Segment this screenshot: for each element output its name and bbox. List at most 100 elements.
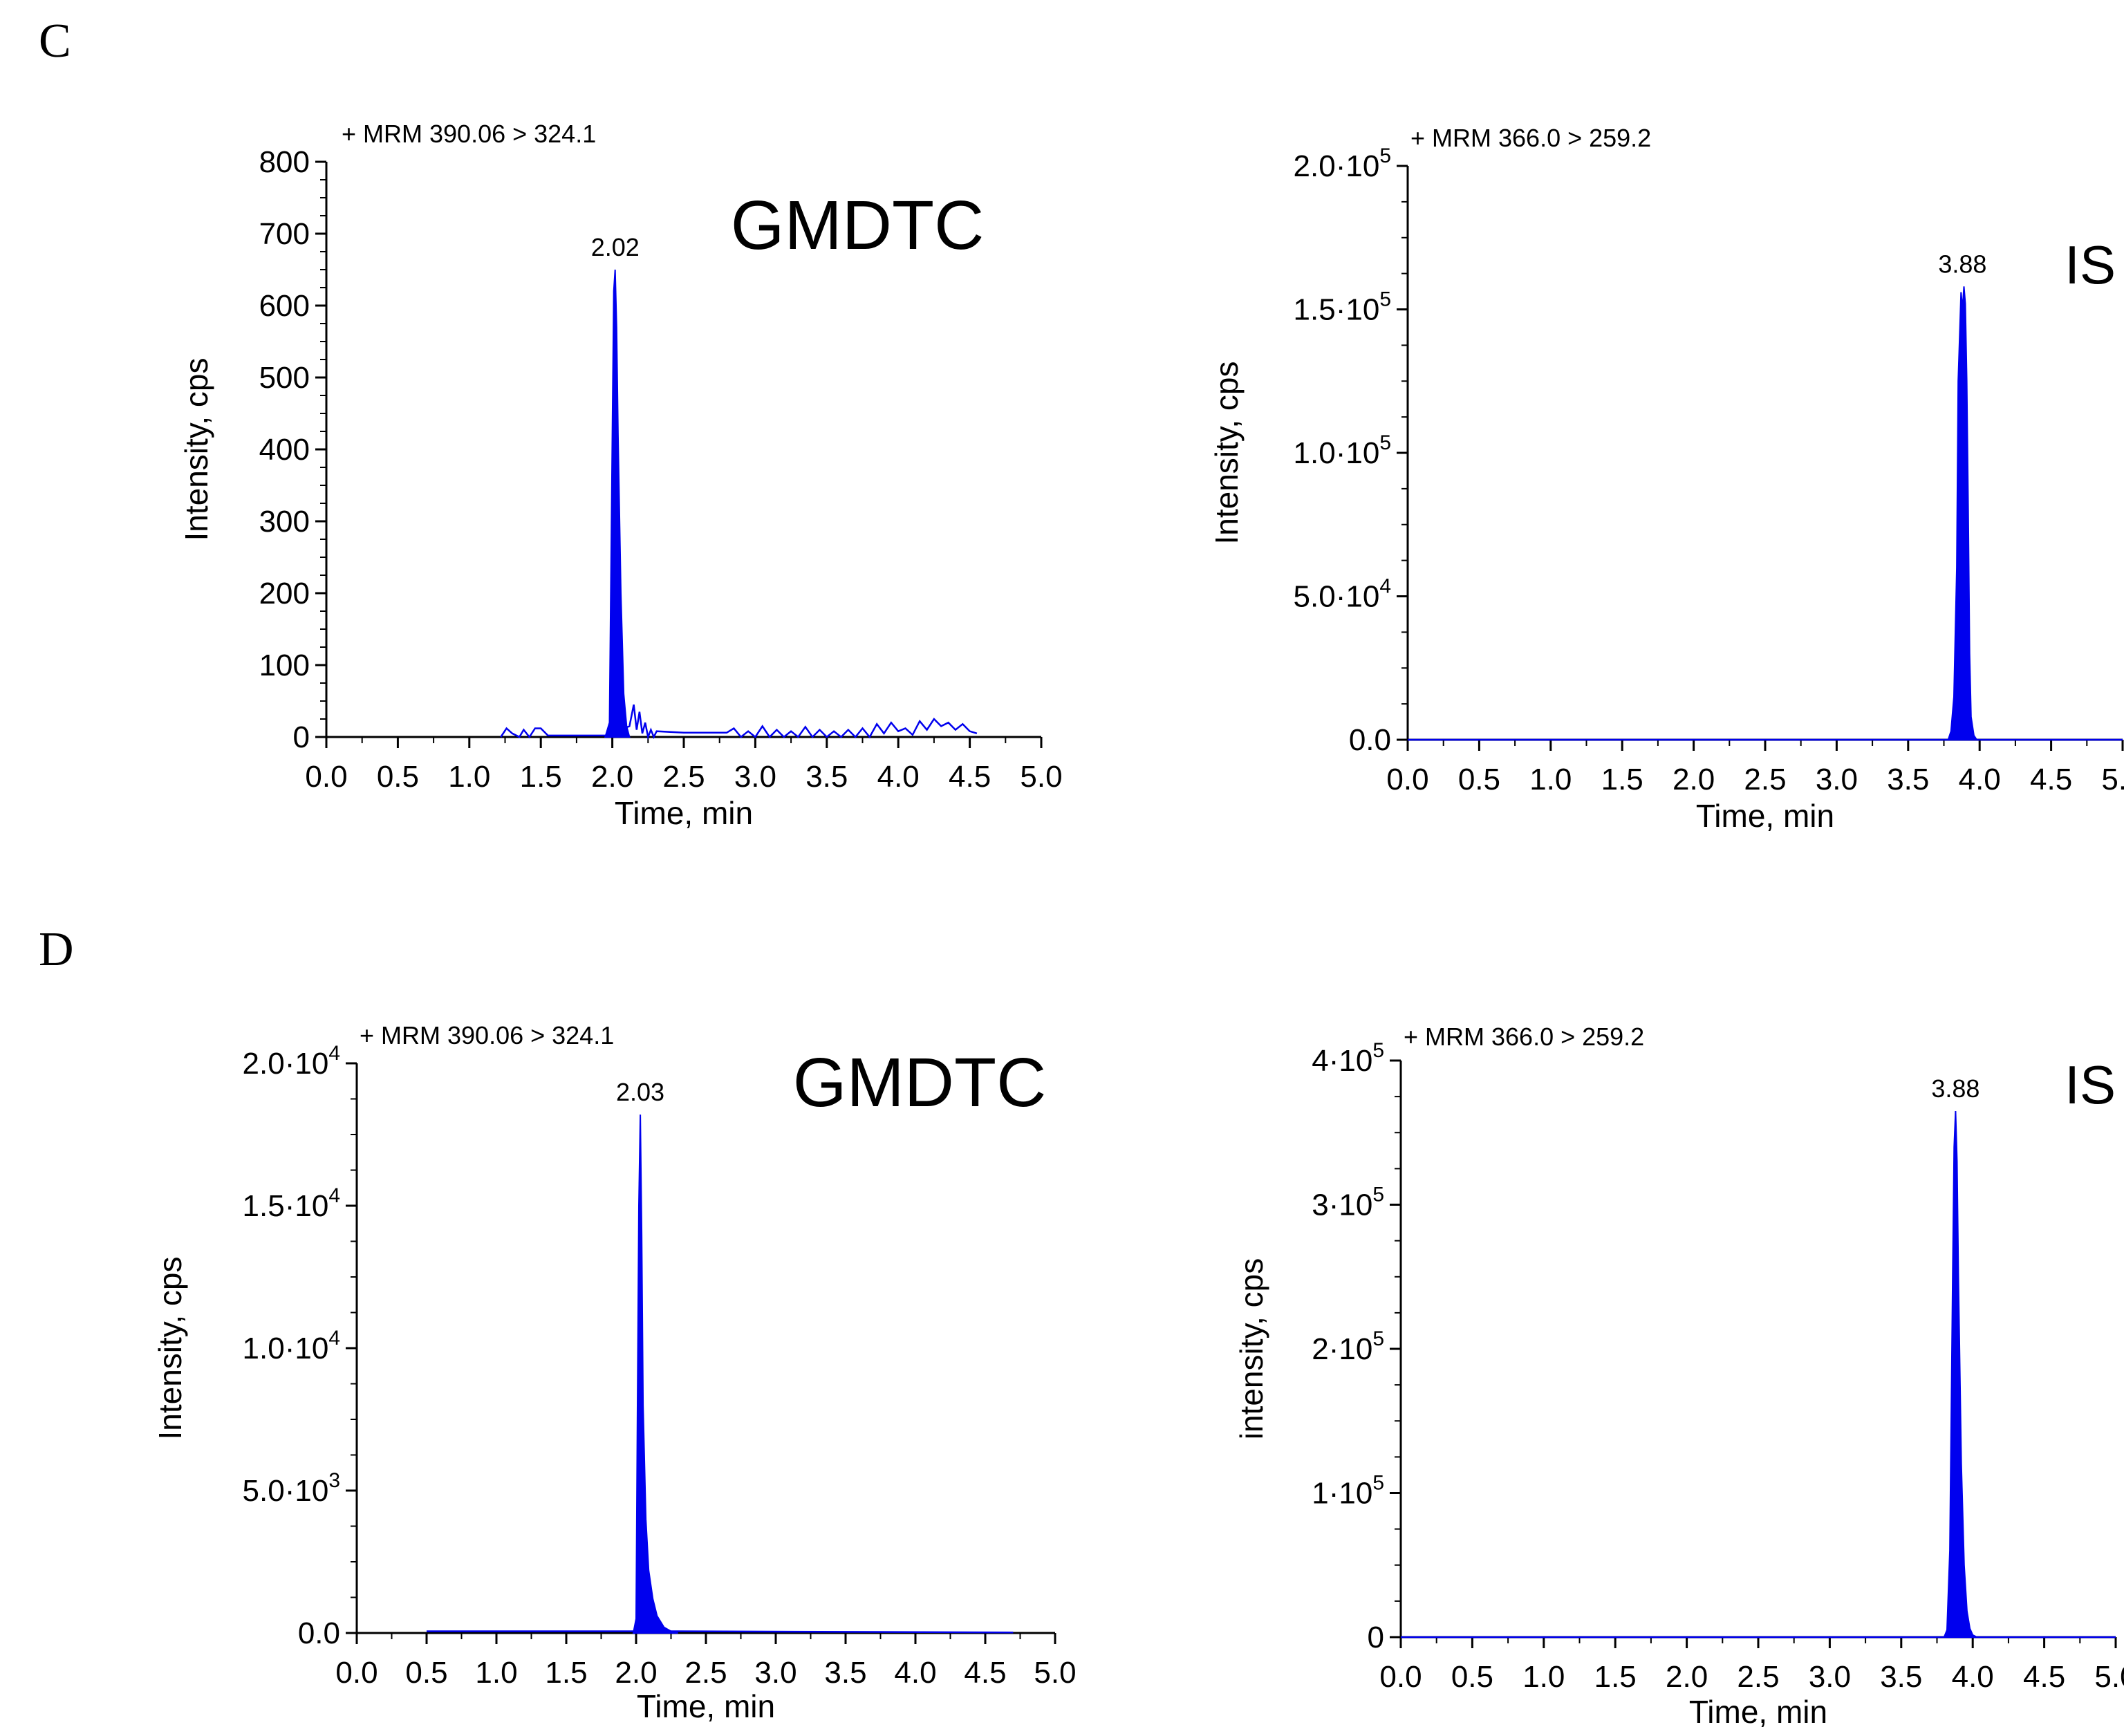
y-tick-label: 1.0·105 [1294, 431, 1391, 470]
chart-c-gmdtc: 0.0 0.5 1.0 1.5 2.0 2.5 3.0 3.5 4.0 4.5 5.0 0 100 200… [178, 120, 1063, 831]
retention-time-label: 3.88 [1931, 1074, 1979, 1103]
y-tick-label: 0.0 [298, 1616, 340, 1650]
x-tick-label: 2.5 [684, 1656, 727, 1690]
x-tick-label: 3.0 [1816, 763, 1858, 796]
peak-area [1943, 1110, 1977, 1638]
y-tick-label: 500 [259, 361, 310, 395]
y-tick-label: 2·105 [1312, 1327, 1384, 1366]
x-tick-label: 2.0 [1673, 763, 1715, 796]
compound-label: GMDTC [731, 187, 985, 264]
x-tick-label: 0.0 [305, 760, 347, 794]
y-tick-label: 0 [1368, 1621, 1384, 1654]
y-tick-label: 1.0·104 [243, 1327, 340, 1365]
x-axis-label: Time, min [615, 795, 753, 831]
x-tick-label: 5.0 [1034, 1656, 1076, 1690]
y-tick-label: 4·105 [1312, 1039, 1384, 1078]
x-tick-label: 4.5 [949, 760, 991, 794]
x-tick-label: 4.5 [2023, 1660, 2065, 1694]
x-tick-label: 0.5 [405, 1656, 447, 1690]
mrm-transition-label: + MRM 366.0 > 259.2 [1404, 1023, 1644, 1051]
x-tick-label: 3.0 [1809, 1660, 1851, 1694]
compound-label: GMDTC [793, 1044, 1047, 1121]
x-tick-label: 2.0 [1666, 1660, 1708, 1694]
x-tick-label: 0.5 [1458, 763, 1500, 796]
y-tick-label: 2.0·104 [243, 1042, 340, 1081]
x-tick-label: 5.0 [1020, 760, 1062, 794]
x-tick-label: 0.5 [377, 760, 419, 794]
compound-label: IS [2065, 234, 2116, 295]
y-axis-label: Intensity, cps [152, 1256, 188, 1439]
y-tick-label: 600 [259, 289, 310, 323]
x-tick-label: 3.0 [734, 760, 776, 794]
peak-area [632, 1114, 678, 1634]
baseline-trace [427, 1630, 1014, 1634]
y-tick-label: 5.0·103 [243, 1469, 340, 1508]
x-tick-label: 4.0 [1959, 763, 2001, 796]
x-tick-label: 0.0 [1379, 1660, 1422, 1694]
x-tick-label: 1.5 [1594, 1660, 1637, 1694]
mrm-transition-label: + MRM 390.06 > 324.1 [342, 120, 596, 148]
x-tick-label: 3.0 [754, 1656, 796, 1690]
y-tick-label: 300 [259, 505, 310, 539]
x-tick-label: 1.5 [520, 760, 562, 794]
x-tick-label: 3.5 [824, 1656, 866, 1690]
y-tick-label: 400 [259, 433, 310, 467]
x-tick-label: 1.5 [1601, 763, 1643, 796]
x-axis-label: Time, min [637, 1688, 775, 1724]
x-axis-label: Time, min [1696, 798, 1834, 834]
x-tick-label: 2.5 [662, 760, 705, 794]
mrm-transition-label: + MRM 366.0 > 259.2 [1410, 124, 1651, 152]
x-tick-label: 3.5 [1880, 1660, 1922, 1694]
y-tick-label: 0 [293, 720, 310, 754]
y-tick-label: 700 [259, 217, 310, 251]
x-tick-label: 4.0 [1952, 1660, 1994, 1694]
peak-area [604, 269, 631, 738]
x-tick-label: 4.0 [894, 1656, 936, 1690]
compound-label: IS [2065, 1054, 2116, 1115]
x-tick-label: 3.5 [805, 760, 848, 794]
panel-label-d: D [39, 923, 74, 976]
chart-c-is: 0.0 0.5 1.0 1.5 2.0 2.5 3.0 3.5 4.0 4.5 5.0 0.0 5.0·… [1209, 124, 2124, 834]
x-tick-label: 1.0 [1522, 1660, 1565, 1694]
x-tick-label: 0.0 [335, 1656, 378, 1690]
x-tick-label: 0.5 [1451, 1660, 1493, 1694]
y-tick-label: 3·105 [1312, 1184, 1384, 1222]
retention-time-label: 3.88 [1938, 250, 1986, 278]
x-tick-label: 0.0 [1386, 763, 1428, 796]
x-tick-label: 4.5 [964, 1656, 1006, 1690]
x-tick-label: 1.0 [448, 760, 490, 794]
y-tick-label: 1.5·105 [1294, 288, 1391, 327]
x-tick-label: 2.0 [615, 1656, 657, 1690]
x-tick-label: 4.0 [877, 760, 920, 794]
retention-time-label: 2.03 [616, 1078, 664, 1106]
chart-d-gmdtc: 0.0 0.5 1.0 1.5 2.0 2.5 3.0 3.5 4.0 4.5 5.0 0.0 5.0·… [152, 1021, 1077, 1724]
y-tick-label: 2.0·105 [1294, 144, 1391, 183]
retention-time-label: 2.02 [591, 233, 640, 261]
x-tick-label: 1.0 [1529, 763, 1572, 796]
y-axis-label: Intensity, cps [1209, 361, 1245, 544]
y-tick-label: 5.0·104 [1294, 575, 1391, 614]
mrm-transition-label: + MRM 390.06 > 324.1 [360, 1021, 614, 1049]
chart-d-is: 0.0 0.5 1.0 1.5 2.0 2.5 3.0 3.5 4.0 4.5 5.0 0 1·105 2… [1233, 1023, 2124, 1730]
x-tick-label: 2.0 [591, 760, 633, 794]
x-tick-label: 2.5 [1737, 1660, 1779, 1694]
panel-label-c: C [39, 15, 71, 68]
x-tick-label: 5.0 [2094, 1660, 2124, 1694]
y-axis-label: Intensity, cps [178, 357, 214, 541]
x-tick-label: 3.5 [1887, 763, 1929, 796]
y-tick-label: 200 [259, 577, 310, 610]
baseline-trace [500, 704, 978, 740]
x-tick-label: 4.5 [2030, 763, 2072, 796]
y-tick-label: 800 [259, 145, 310, 179]
y-tick-label: 0.0 [1349, 723, 1391, 757]
x-tick-label: 1.5 [545, 1656, 587, 1690]
x-tick-label: 1.0 [475, 1656, 517, 1690]
y-tick-label: 100 [259, 648, 310, 682]
y-tick-label: 1.5·104 [243, 1184, 340, 1223]
x-axis-label: Time, min [1689, 1694, 1827, 1730]
x-tick-label: 2.5 [1744, 763, 1786, 796]
x-tick-label: 5.0 [2101, 763, 2124, 796]
y-axis-label: intensity, cps [1233, 1258, 1269, 1439]
y-tick-label: 1·105 [1312, 1472, 1384, 1511]
